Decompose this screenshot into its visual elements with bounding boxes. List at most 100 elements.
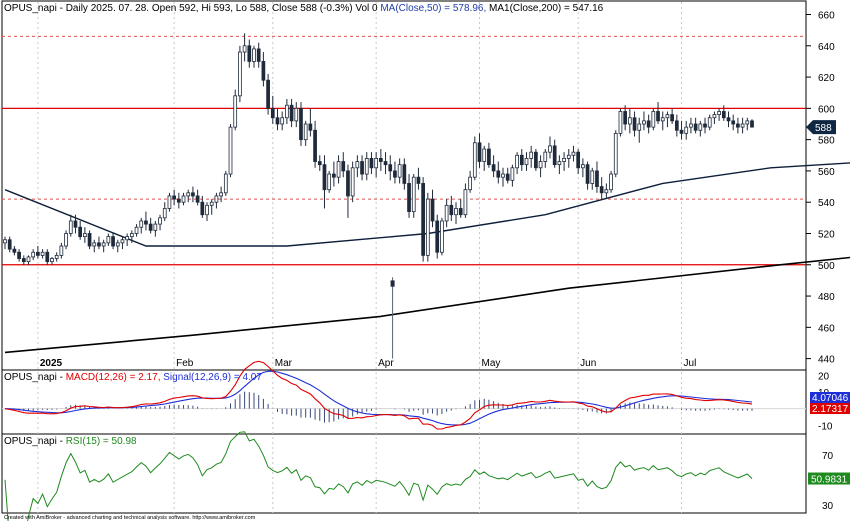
rsi-pane: [1, 433, 807, 514]
macd-value-box: [810, 403, 850, 414]
candle: [529, 145, 534, 168]
candle: [703, 117, 707, 134]
x-tick-label: May: [482, 358, 501, 369]
candle: [440, 217, 444, 256]
candle: [472, 136, 477, 181]
candle: [510, 164, 515, 187]
x-tick-label: Jul: [684, 358, 697, 369]
candle: [294, 102, 299, 128]
candle: [726, 111, 731, 128]
candle: [538, 155, 543, 178]
candle: [153, 220, 158, 237]
candle: [444, 199, 449, 228]
candle: [176, 192, 181, 209]
x-tick-label: Jun: [580, 358, 596, 369]
candle: [411, 174, 416, 218]
candle: [275, 108, 280, 131]
y-tick-label: 620: [818, 73, 835, 84]
candle: [200, 195, 205, 218]
candle: [388, 155, 393, 181]
candle: [364, 152, 369, 181]
candle: [496, 161, 501, 184]
candle: [289, 98, 294, 128]
candle: [266, 73, 270, 115]
current-price-box: [806, 120, 836, 135]
candle: [383, 152, 388, 175]
candle: [50, 256, 54, 265]
candle: [646, 114, 651, 134]
y-tick-label: 580: [818, 136, 835, 147]
candle: [106, 233, 111, 246]
candle: [613, 130, 618, 178]
candle: [378, 149, 383, 171]
candle: [68, 214, 73, 237]
rsi-y-tick-label: 30: [822, 501, 834, 512]
candle: [590, 167, 595, 190]
macd-value-label: 4.07046: [812, 393, 849, 404]
candle: [684, 120, 689, 140]
candle: [148, 217, 153, 234]
candle: [336, 155, 341, 184]
candle: [303, 120, 308, 146]
candle: [125, 233, 130, 246]
macd-y-tick-label: -10: [818, 421, 833, 432]
candle: [355, 155, 360, 178]
candle: [515, 152, 519, 175]
candle: [369, 152, 374, 175]
candle: [59, 242, 64, 259]
candle: [571, 145, 576, 162]
candle: [656, 102, 660, 124]
candle: [12, 246, 17, 256]
candle: [524, 152, 529, 171]
candle: [233, 89, 238, 131]
candle: [679, 120, 684, 140]
candle: [247, 39, 252, 68]
candle: [402, 158, 407, 190]
candle: [195, 189, 200, 206]
y-tick-label: 500: [818, 261, 835, 272]
macd-value-box: [810, 392, 850, 403]
ma200-line: [4, 256, 850, 354]
candle: [40, 249, 45, 259]
rsi-title: OPUS_napi - RSI(15) = 50.98: [4, 436, 137, 447]
candle: [252, 45, 256, 68]
y-tick-label: 600: [818, 104, 835, 115]
candle: [670, 108, 674, 124]
candle: [186, 189, 191, 203]
candle: [519, 149, 524, 171]
candle: [651, 108, 656, 131]
candle: [543, 149, 548, 168]
candle: [585, 161, 590, 190]
candle: [698, 120, 703, 137]
candle: [129, 230, 134, 243]
candle: [482, 145, 487, 171]
candle: [637, 117, 642, 143]
candle: [280, 111, 285, 131]
x-tick-label: Apr: [378, 358, 394, 369]
candle: [566, 149, 571, 168]
candle: [205, 202, 209, 221]
candle: [693, 117, 698, 134]
candle: [172, 189, 176, 206]
candle: [642, 111, 646, 131]
macd-value-label: 2.17317: [812, 404, 849, 415]
rsi-y-tick-label: 70: [822, 451, 834, 462]
candle: [740, 117, 745, 134]
y-tick-label: 640: [818, 42, 835, 53]
candle: [36, 246, 40, 259]
candle: [134, 224, 139, 237]
candle: [139, 217, 144, 234]
candle: [238, 45, 242, 103]
candle: [721, 105, 726, 121]
x-tick-label: Feb: [176, 358, 194, 369]
candle: [97, 236, 101, 250]
candle: [435, 214, 440, 259]
rsi-line: [4, 431, 753, 521]
y-tick-label: 460: [818, 323, 835, 334]
candle: [256, 42, 261, 68]
candle: [397, 158, 402, 184]
candle: [609, 170, 613, 193]
current-price-label: 588: [815, 123, 832, 134]
candle: [458, 199, 463, 218]
x-tick-label: 2025: [40, 358, 63, 369]
